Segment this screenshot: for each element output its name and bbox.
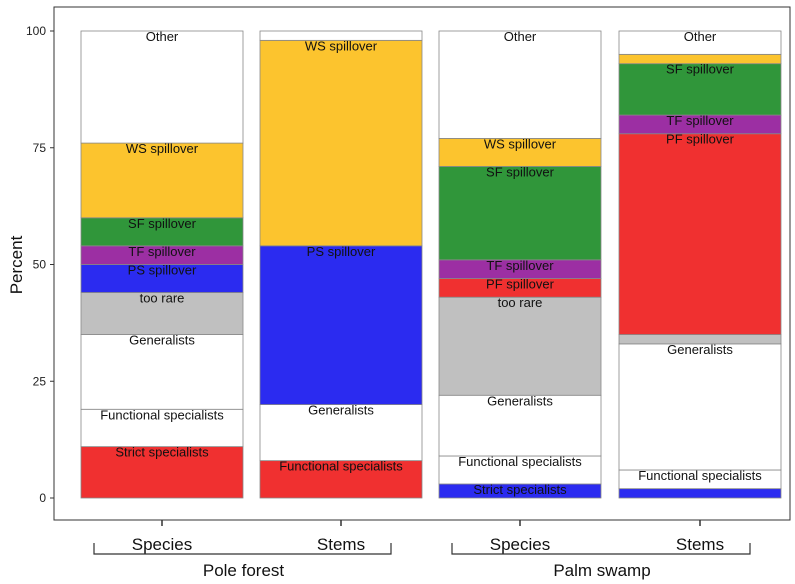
segment-label: too rare <box>140 291 185 306</box>
bar-segment <box>259 30 423 41</box>
segment-label: Functional specialists <box>638 468 762 483</box>
segment-label: PF spillover <box>666 132 735 147</box>
category-label: Species <box>132 535 192 554</box>
segment-label: SF spillover <box>486 164 555 179</box>
bar-segment <box>259 245 423 406</box>
x-axis: Species Stems Pole forest Species Stems Palm … <box>93 520 751 580</box>
bar-segment <box>80 446 244 499</box>
segment-label: TF spillover <box>486 258 554 273</box>
group-label: Pole forest <box>203 561 285 580</box>
segment-label: too rare <box>498 295 543 310</box>
bar-segment <box>80 30 244 144</box>
y-axis-title: Percent <box>7 235 26 294</box>
category-label: Stems <box>676 535 724 554</box>
bar-segment <box>438 30 602 139</box>
bar-segment <box>259 39 423 247</box>
segment-label: Functional specialists <box>100 407 224 422</box>
segment-label: SF spillover <box>128 216 197 231</box>
segment-label: Generalists <box>667 342 733 357</box>
segment-label: Strict specialists <box>473 482 567 497</box>
segment-label: TF spillover <box>128 244 196 259</box>
bar-segment <box>618 343 782 471</box>
segment-label: TF spillover <box>666 113 734 128</box>
group-bracket <box>93 543 392 555</box>
group-bracket <box>451 543 751 555</box>
segment-label: Other <box>684 29 717 44</box>
segment-label: PS spillover <box>128 263 197 278</box>
segment-label: PF spillover <box>486 277 555 292</box>
y-tick-label: 50 <box>33 258 47 272</box>
y-tick-label: 25 <box>33 374 47 388</box>
category-label: Species <box>490 535 550 554</box>
segment-label: Generalists <box>129 333 195 348</box>
bar-segment <box>438 138 602 167</box>
segment-label: Strict specialists <box>115 445 209 460</box>
y-tick-label: 0 <box>39 491 46 505</box>
segment-label: WS spillover <box>126 141 199 156</box>
bar-segment <box>618 488 782 499</box>
bar-segment <box>438 455 602 485</box>
bar-segment <box>438 394 602 457</box>
y-tick-label: 100 <box>26 24 46 38</box>
segment-label: Generalists <box>308 403 374 418</box>
group-label: Palm swamp <box>553 561 650 580</box>
category-label: Stems <box>317 535 365 554</box>
segment-label: Functional specialists <box>279 459 403 474</box>
bar-segment <box>438 296 602 396</box>
segment-label: WS spillover <box>484 136 557 151</box>
segment-label: PS spillover <box>307 244 376 259</box>
segment-label: Other <box>504 29 537 44</box>
bar-segment <box>80 142 244 219</box>
segment-label: SF spillover <box>666 62 735 77</box>
y-axis: 0 25 50 75 100 <box>26 24 54 505</box>
segment-label: Other <box>146 29 179 44</box>
bar-segment <box>438 166 602 261</box>
segment-label: WS spillover <box>305 38 378 53</box>
y-tick-label: 75 <box>33 141 47 155</box>
segment-label: Generalists <box>487 393 553 408</box>
bar-segment <box>618 30 782 55</box>
bar-segment <box>618 133 782 335</box>
segment-label: Functional specialists <box>458 454 582 469</box>
bar-segment <box>259 460 423 499</box>
bar-segment <box>618 63 782 116</box>
bars: Strict specialists Functional specialists… <box>80 29 782 499</box>
